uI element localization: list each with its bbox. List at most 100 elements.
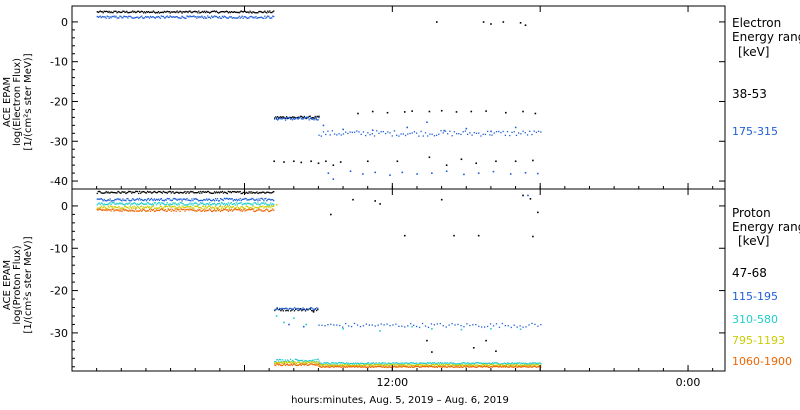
data-point (185, 192, 187, 195)
data-point (209, 12, 211, 14)
data-point (282, 310, 284, 312)
data-point (434, 366, 437, 368)
data-point (494, 362, 497, 364)
data-point (394, 364, 396, 367)
data-point (480, 135, 482, 137)
data-point (145, 16, 148, 18)
data-point (516, 362, 518, 364)
data-point (334, 365, 336, 368)
data-point (96, 192, 98, 195)
data-point (260, 192, 262, 194)
data-point (232, 203, 234, 205)
data-point (331, 364, 333, 366)
data-point (210, 210, 213, 213)
data-point (416, 173, 418, 175)
data-point (499, 365, 502, 367)
data-point (300, 161, 303, 164)
data-point (495, 323, 498, 325)
data-point (325, 160, 327, 163)
data-point (438, 363, 440, 365)
data-point (458, 133, 460, 135)
data-point (233, 198, 235, 201)
data-point (155, 207, 158, 209)
data-point (161, 199, 163, 202)
data-point (174, 11, 176, 14)
data-point (140, 202, 143, 204)
data-point (254, 202, 256, 204)
data-point (349, 362, 352, 365)
data-point (228, 209, 231, 211)
data-point (380, 365, 382, 368)
data-point (308, 308, 310, 310)
data-point (395, 362, 397, 364)
data-point (387, 362, 389, 364)
data-point (119, 210, 121, 212)
data-point (136, 11, 138, 13)
data-point (179, 206, 181, 209)
data-point (122, 10, 124, 12)
data-point (303, 308, 305, 310)
data-point (225, 203, 228, 205)
data-point (165, 203, 167, 206)
data-point (190, 11, 192, 13)
data-point (391, 135, 393, 137)
data-point (282, 361, 285, 363)
data-point (332, 365, 334, 367)
data-point (120, 11, 122, 14)
data-point (365, 363, 368, 365)
data-point (540, 131, 542, 133)
data-point (227, 12, 230, 14)
data-point (198, 10, 200, 12)
data-point (315, 309, 318, 312)
data-point (97, 190, 99, 193)
data-point (281, 362, 284, 364)
data-point (129, 205, 131, 207)
data-point (473, 364, 475, 366)
data-point (115, 15, 117, 17)
data-point (535, 131, 538, 134)
data-point (297, 309, 299, 312)
data-point (274, 309, 276, 311)
data-point (282, 363, 285, 365)
data-point (357, 364, 360, 366)
data-point (98, 208, 100, 210)
data-point (150, 197, 153, 200)
data-point (330, 365, 332, 368)
data-point (498, 363, 501, 365)
data-point (493, 362, 496, 364)
data-point (310, 360, 312, 362)
data-point (288, 116, 291, 119)
data-point (105, 10, 107, 13)
data-point (164, 11, 166, 13)
data-point (96, 11, 98, 13)
data-point (109, 205, 111, 207)
data-point (196, 198, 198, 200)
data-point (456, 365, 458, 367)
electron-series-38-53 (96, 10, 537, 167)
data-point (277, 308, 280, 311)
data-point (373, 363, 375, 365)
data-point (398, 362, 400, 365)
data-point (146, 190, 149, 193)
data-point (382, 362, 384, 364)
data-point (392, 363, 394, 366)
data-point (243, 16, 245, 18)
data-point (228, 207, 231, 209)
data-point (106, 207, 108, 210)
data-point (218, 202, 221, 205)
data-point (172, 202, 174, 204)
data-point (328, 365, 330, 367)
data-point (441, 362, 443, 364)
data-point (535, 364, 537, 366)
data-point (326, 362, 328, 364)
data-point (346, 366, 348, 368)
data-point (103, 209, 105, 211)
data-point (415, 364, 418, 366)
data-point (193, 15, 195, 17)
data-point (138, 17, 140, 19)
data-point (501, 322, 504, 325)
data-point (191, 209, 193, 211)
data-point (134, 199, 136, 202)
data-point (288, 307, 291, 310)
data-point (272, 208, 274, 210)
